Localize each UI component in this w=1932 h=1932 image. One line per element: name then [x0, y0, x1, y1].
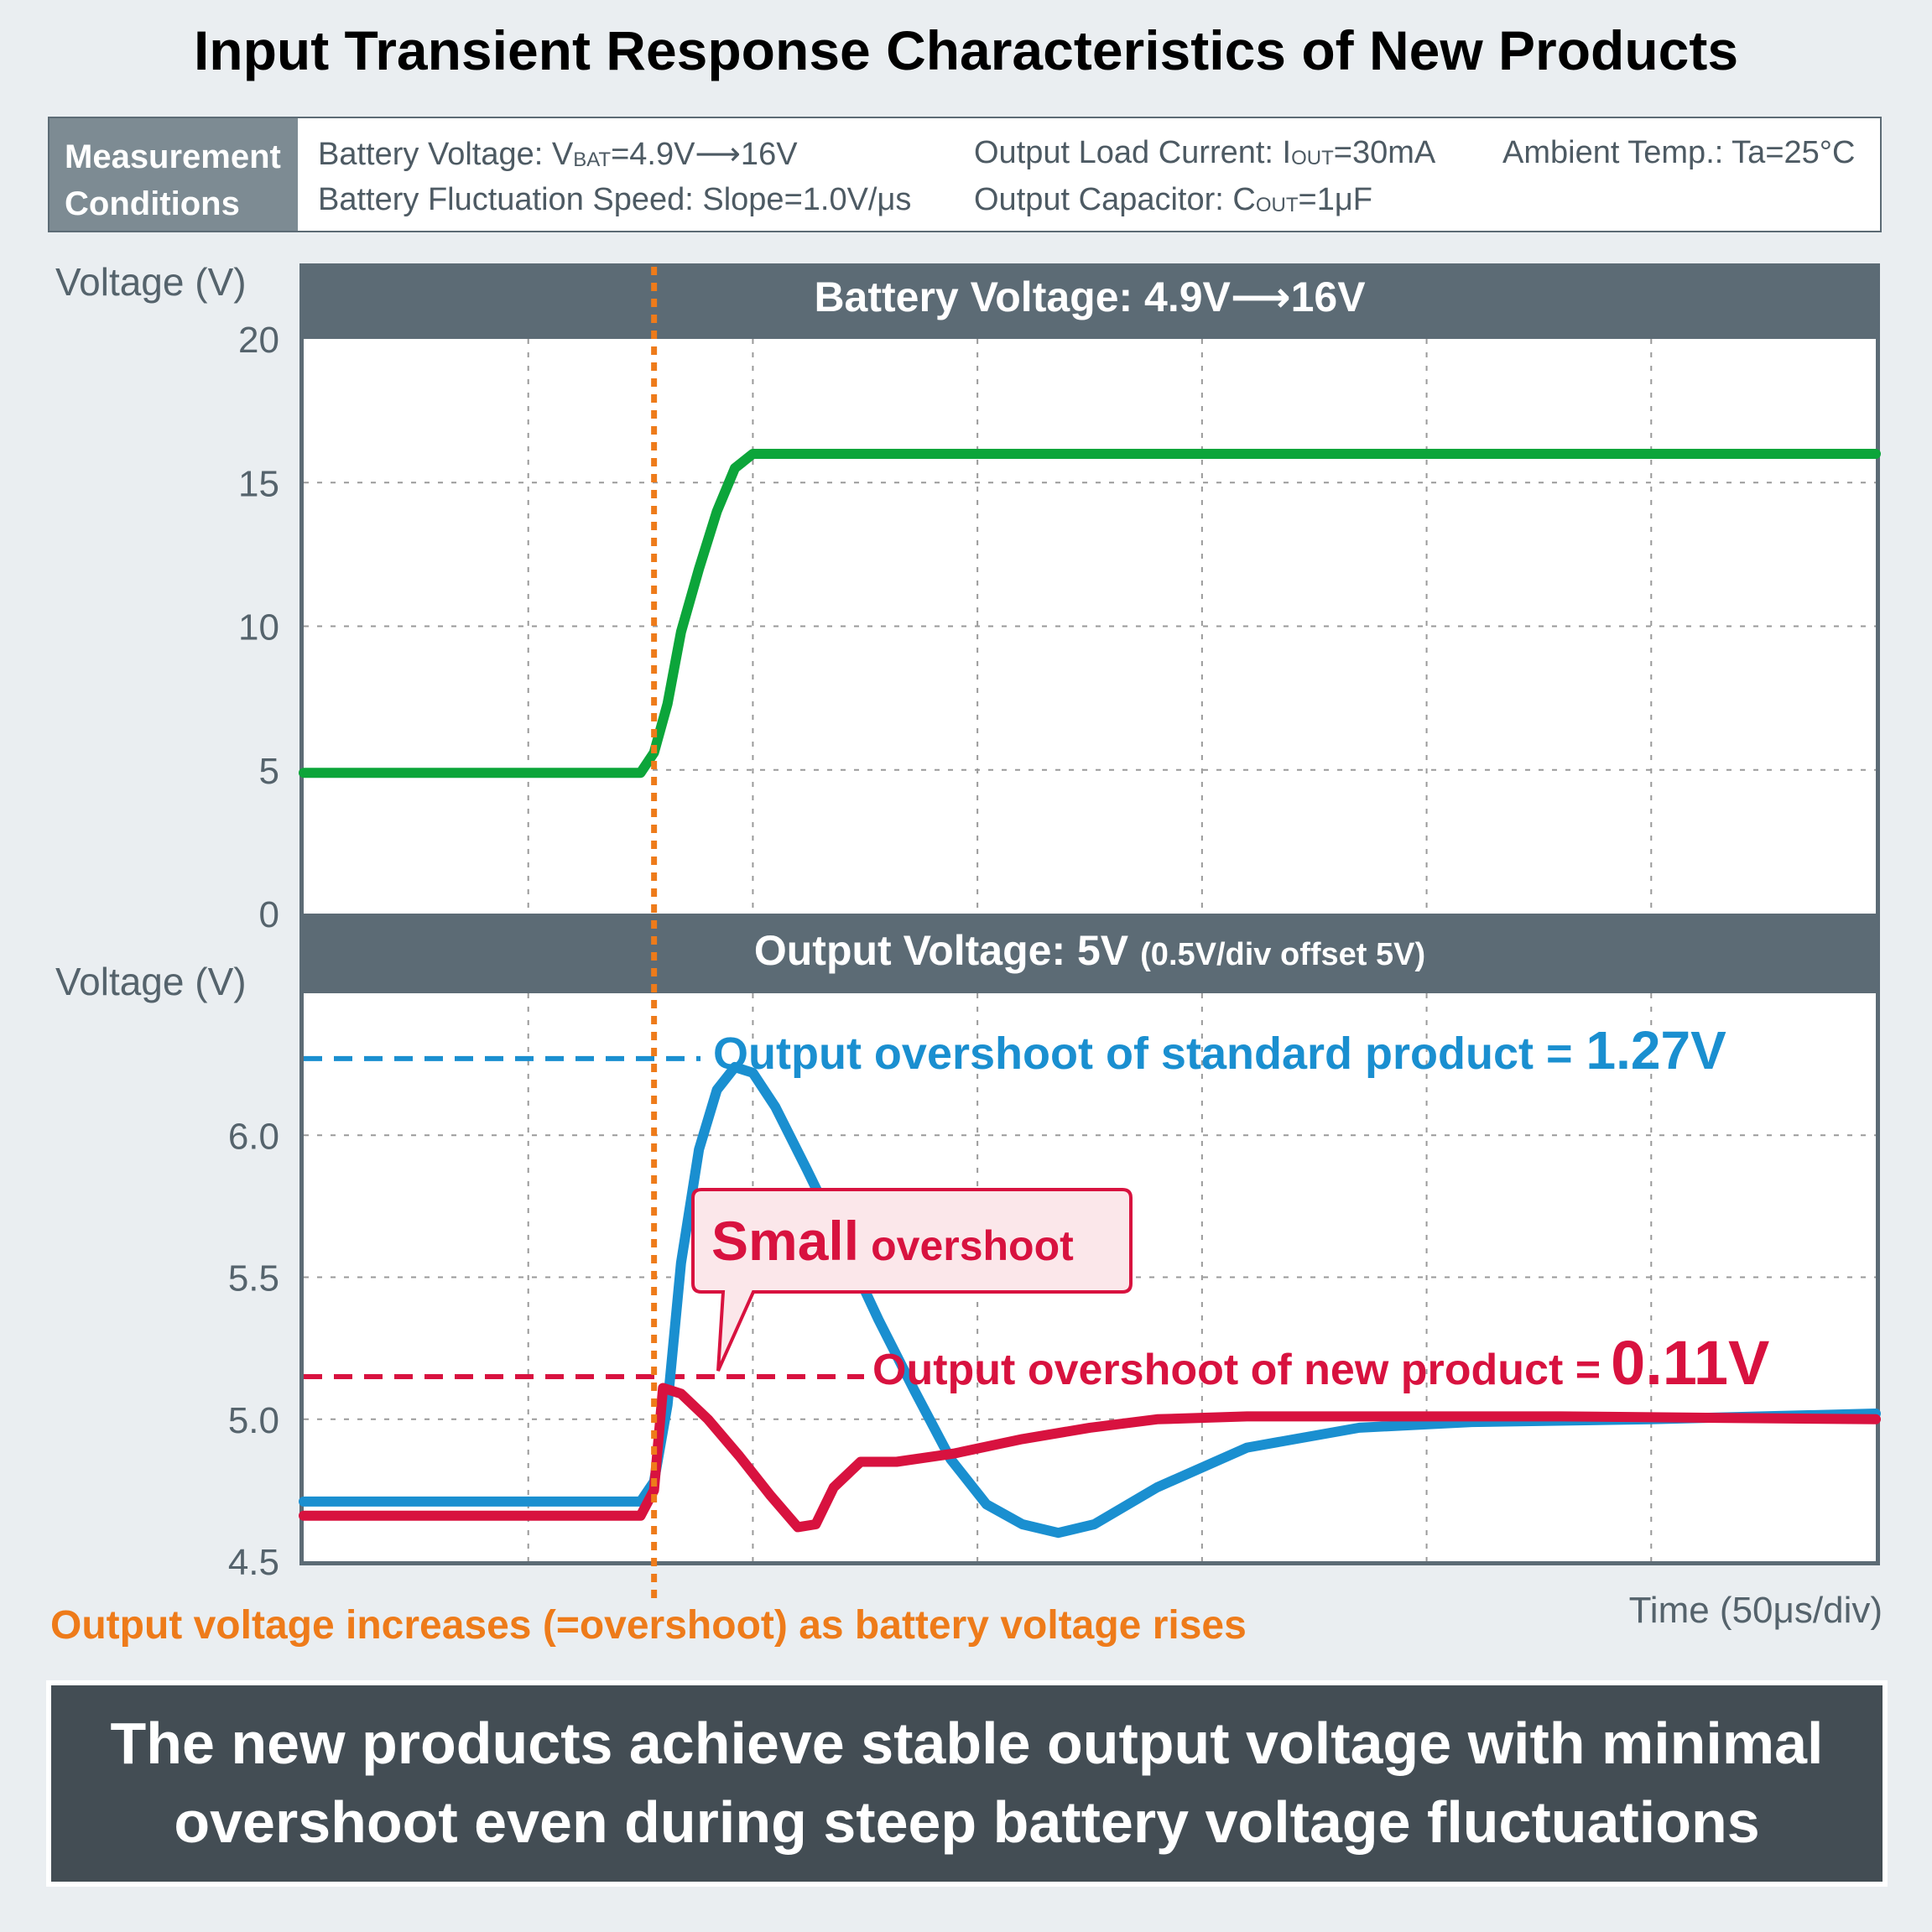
y-tick-label: 5.0: [228, 1400, 279, 1441]
small-overshoot-callout: Small overshoot: [691, 1188, 1133, 1372]
conditions-header-line2: Conditions: [65, 185, 240, 222]
series-line-new-product: [299, 1383, 1881, 1533]
standard-overshoot-annotation: Output overshoot of standard product = 1.…: [713, 1020, 1726, 1081]
overshoot-reference-lines: [304, 1055, 864, 1379]
conclusion-line-2: overshoot even during steep battery volt…: [174, 1789, 1760, 1855]
y-tick-label: 15: [238, 463, 279, 504]
callout-bubble: [691, 1188, 1133, 1372]
series-line-battery-voltage: [299, 449, 1881, 779]
bottom-series: [299, 1062, 1881, 1539]
top-y-tick-labels: 0 5 10 15 20: [238, 320, 279, 935]
measurement-conditions-box: Measurement Conditions Battery Voltage: …: [48, 117, 1882, 232]
bottom-panel-title: Output Voltage: 5V (0.5V/div offset 5V): [754, 927, 1425, 974]
y-tick-label: 4.5: [228, 1542, 279, 1583]
page-title: Input Transient Response Characteristics…: [193, 19, 1739, 81]
y-tick-label: 0: [259, 894, 279, 935]
conditions-header-line1: Measurement: [65, 138, 281, 175]
new-overshoot-annotation: Output overshoot of new product = 0.11V: [872, 1328, 1769, 1398]
condition-slope: Battery Fluctuation Speed: Slope=1.0V/μs: [318, 182, 912, 217]
x-axis-label: Time (50μs/div): [1629, 1590, 1883, 1631]
condition-battery-voltage: Battery Voltage: VBAT=4.9V⟶16V: [318, 137, 798, 172]
condition-output-capacitor: Output Capacitor: COUT=1μF: [974, 182, 1372, 217]
y-tick-label: 6.0: [228, 1116, 279, 1157]
condition-load-current: Output Load Current: IOUT=30mA: [974, 135, 1436, 170]
conclusion-banner: The new products achieve stable output v…: [46, 1680, 1888, 1887]
top-grid: [304, 339, 1876, 914]
top-y-axis-label: Voltage (V): [55, 260, 247, 304]
bottom-y-tick-labels: 4.5 5.0 5.5 6.0: [228, 1116, 279, 1583]
event-note: Output voltage increases (=overshoot) as…: [50, 1603, 1247, 1648]
conditions-header: Measurement Conditions: [49, 118, 298, 231]
y-tick-label: 10: [238, 607, 279, 648]
bottom-y-axis-label: Voltage (V): [55, 960, 247, 1003]
conclusion-line-1: The new products achieve stable output v…: [110, 1711, 1824, 1776]
top-plot-area: [304, 339, 1876, 914]
series-line-standard-product: [299, 1062, 1881, 1539]
top-panel-title: Battery Voltage: 4.9V⟶16V: [814, 273, 1366, 320]
condition-ambient-temp: Ambient Temp.: Ta=25°C: [1502, 135, 1856, 170]
callout-text: Small overshoot: [711, 1210, 1074, 1272]
y-tick-label: 5: [259, 751, 279, 792]
y-tick-label: 20: [238, 320, 279, 361]
y-tick-label: 5.5: [228, 1258, 279, 1299]
top-series: [299, 449, 1881, 779]
